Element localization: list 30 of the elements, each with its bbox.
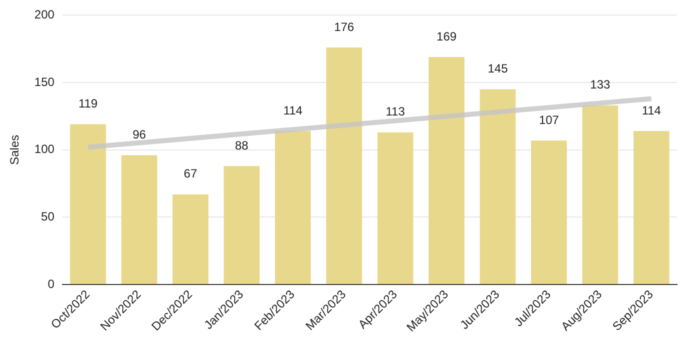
y-tick-label: 150 — [34, 74, 55, 89]
bar — [121, 155, 158, 284]
bar — [172, 194, 208, 284]
data-label: 96 — [132, 128, 146, 142]
data-label: 88 — [234, 138, 249, 152]
data-label: 114 — [283, 103, 303, 118]
y-tick-label: 100 — [34, 142, 55, 156]
data-label: 176 — [334, 20, 354, 34]
bar — [377, 132, 414, 284]
data-label: 169 — [436, 29, 457, 44]
bar — [531, 140, 567, 284]
bar — [70, 124, 106, 284]
y-axis-title: Sales — [8, 134, 22, 165]
bar — [274, 131, 311, 284]
data-label: 67 — [184, 166, 198, 181]
y-tick-label: 0 — [48, 276, 55, 291]
data-label: 114 — [642, 103, 662, 118]
bar — [480, 89, 516, 284]
data-label: 133 — [590, 78, 611, 92]
y-tick-label: 200 — [34, 8, 55, 22]
data-label: 145 — [488, 62, 508, 76]
bar — [224, 166, 260, 284]
bar — [326, 48, 362, 284]
data-label: 107 — [538, 112, 560, 127]
data-label: 119 — [78, 96, 98, 111]
bar — [428, 56, 464, 284]
bar — [633, 131, 670, 284]
data-label: 113 — [386, 104, 406, 119]
y-tick-label: 50 — [41, 210, 55, 224]
bar — [582, 105, 618, 284]
